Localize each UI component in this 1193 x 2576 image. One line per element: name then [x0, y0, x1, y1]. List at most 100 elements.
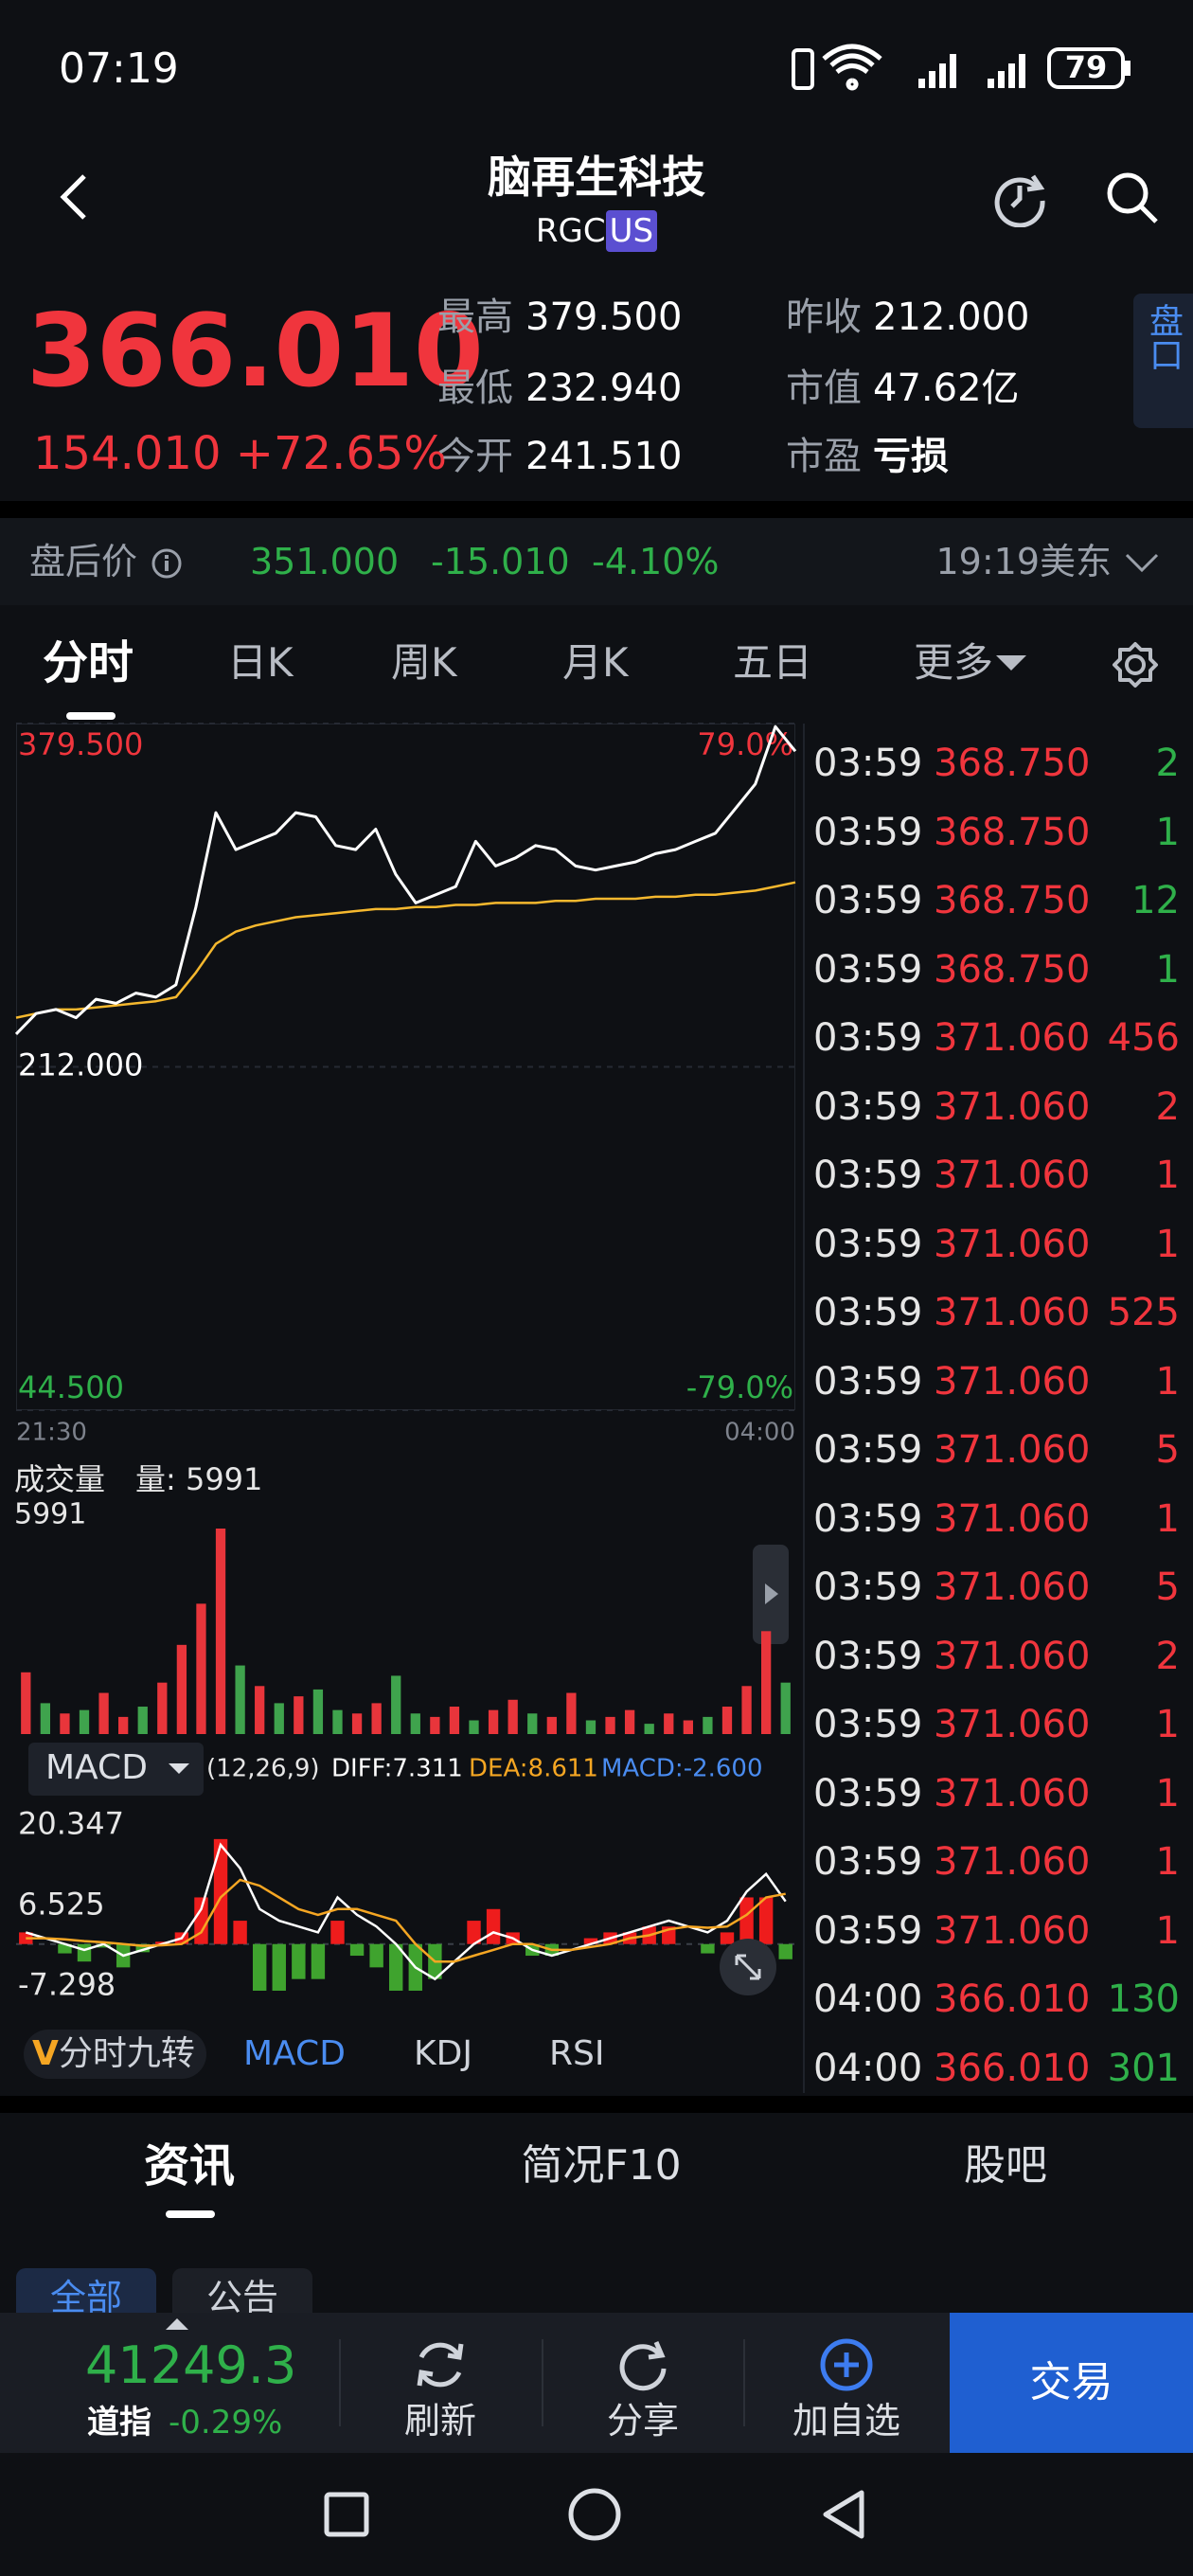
info-icon[interactable]	[150, 546, 184, 581]
trade-time: 03:59	[813, 1496, 923, 1541]
trade-price: 371.060	[934, 1771, 1091, 1816]
nav-bar	[324, 2488, 864, 2541]
tab[interactable]: 日K	[227, 639, 294, 686]
trade-volume: 2	[1155, 1084, 1180, 1129]
trade-volume: 1	[1155, 1222, 1180, 1266]
back-button[interactable]	[52, 170, 99, 224]
share-action-icon[interactable]	[614, 2336, 671, 2393]
tab[interactable]: 周K	[391, 639, 457, 686]
trade-time: 03:59	[813, 742, 923, 785]
tab[interactable]: 更多	[914, 639, 994, 686]
tab[interactable]: 月K	[562, 639, 629, 686]
volume-bar	[79, 1709, 90, 1734]
side-button[interactable]: 盘口	[1133, 294, 1193, 428]
trade-row: 03:59 368.750 1	[803, 946, 1182, 993]
volume-bar	[664, 1713, 674, 1734]
volume-bar	[703, 1716, 713, 1734]
refresh-icon[interactable]	[989, 167, 1050, 227]
trade-price: 368.750	[934, 947, 1091, 992]
trade-price: 366.010	[934, 2046, 1091, 2090]
tab[interactable]: 五日	[733, 639, 813, 686]
trade-row: 03:59 371.060 5	[803, 1426, 1182, 1474]
y-tick-label: 44.500	[18, 1369, 124, 1405]
macd-bar	[292, 1943, 306, 1979]
trade-time: 04:00	[813, 2046, 923, 2090]
nav-back[interactable]	[823, 2490, 864, 2539]
macd-bar	[330, 1921, 345, 1944]
trade-time: 03:59	[813, 1634, 923, 1678]
stat-label: 市盈	[786, 435, 862, 478]
trade-volume: 1	[1155, 947, 1180, 992]
trade-button[interactable]: 交易	[950, 2313, 1193, 2453]
stat-label: 最高	[437, 295, 513, 339]
trade-volume: 1	[1155, 1496, 1180, 1541]
trade-row: 03:59 371.060 525	[803, 1289, 1182, 1336]
trade-row: 03:59 371.060 1	[803, 1770, 1182, 1817]
trade-volume: 1	[1155, 1703, 1180, 1746]
action-label[interactable]: 刷新	[403, 2400, 476, 2442]
y-tick-label: 6.525	[18, 1887, 105, 1923]
trade-volume: 1	[1155, 1154, 1180, 1197]
trade-row: 03:59 371.060 456	[803, 1014, 1182, 1062]
indicator-tab[interactable]: KDJ	[414, 2034, 472, 2073]
macd-bar	[467, 1921, 481, 1944]
volume-bar	[157, 1682, 168, 1734]
trade-row: 04:00 366.010 301	[803, 2045, 1182, 2092]
macd-bar	[349, 1943, 365, 1957]
volume-bar	[391, 1675, 401, 1734]
macd-bar	[389, 1943, 403, 1991]
trade-time: 03:59	[813, 1703, 923, 1746]
nav-recent[interactable]	[324, 2492, 369, 2537]
nav-home[interactable]	[568, 2488, 621, 2541]
after-hours-price: 351.000	[250, 541, 400, 582]
stat-label: 市值	[786, 367, 862, 410]
volume-bar	[605, 1716, 615, 1734]
indicator-tab-active[interactable]: MACD	[243, 2034, 346, 2073]
volume-bar	[332, 1709, 343, 1734]
macd-line	[26, 1878, 786, 1963]
indicator-tab[interactable]: RSI	[549, 2034, 605, 2073]
volume-bar	[215, 1529, 226, 1734]
section-underline	[166, 2210, 215, 2218]
section-tab[interactable]: 简况F10	[521, 2141, 682, 2190]
trade-volume: 525	[1107, 1291, 1180, 1334]
volume-bar	[644, 1724, 654, 1734]
indicator-tab[interactable]: V分时九转	[32, 2034, 195, 2073]
series-line	[15, 881, 796, 1019]
search-icon[interactable]	[1103, 169, 1164, 229]
divider	[0, 501, 1193, 518]
index-value[interactable]: 41249.3	[85, 2335, 297, 2395]
trade-time: 03:59	[813, 1771, 923, 1816]
symbol-line: RGC US	[0, 210, 1193, 252]
action-label[interactable]: 加自选	[792, 2400, 900, 2442]
refresh-action-icon[interactable]	[412, 2336, 469, 2393]
after-hours-label: 盘后价	[29, 541, 138, 582]
stat-value: 232.940	[525, 367, 683, 410]
volume-bar	[137, 1707, 148, 1734]
watchlist-action-icon[interactable]	[818, 2336, 875, 2393]
trade-time: 03:59	[813, 1565, 923, 1609]
section-tab[interactable]: 股吧	[964, 2141, 1047, 2190]
tab-active[interactable]: 分时	[43, 636, 134, 689]
price-change-line: 154.010 +72.65%	[33, 431, 447, 476]
chart-annotation: 量: 5991	[135, 1461, 262, 1497]
trade-time: 03:59	[813, 879, 923, 922]
expand-chevron[interactable]	[1123, 549, 1161, 578]
macd-bar	[758, 1897, 774, 1944]
section-tab-active[interactable]: 资讯	[143, 2139, 235, 2192]
macd-bar	[58, 1943, 72, 1954]
after-hours-change: -15.010	[431, 541, 570, 582]
index-change: -0.29%	[169, 2404, 283, 2442]
volume-bar	[683, 1720, 693, 1734]
trade-time: 03:59	[813, 810, 923, 854]
status-icons	[792, 44, 1131, 91]
volume-bar	[624, 1709, 635, 1734]
trade-price: 368.750	[934, 742, 1091, 785]
trade-price: 368.750	[934, 810, 1091, 854]
trade-list-divider	[803, 724, 805, 2093]
volume-bar	[546, 1716, 557, 1734]
tab-underline	[66, 712, 116, 720]
settings-icon[interactable]	[1111, 640, 1160, 689]
action-label[interactable]: 分享	[606, 2400, 679, 2442]
volume-bar	[430, 1716, 440, 1734]
